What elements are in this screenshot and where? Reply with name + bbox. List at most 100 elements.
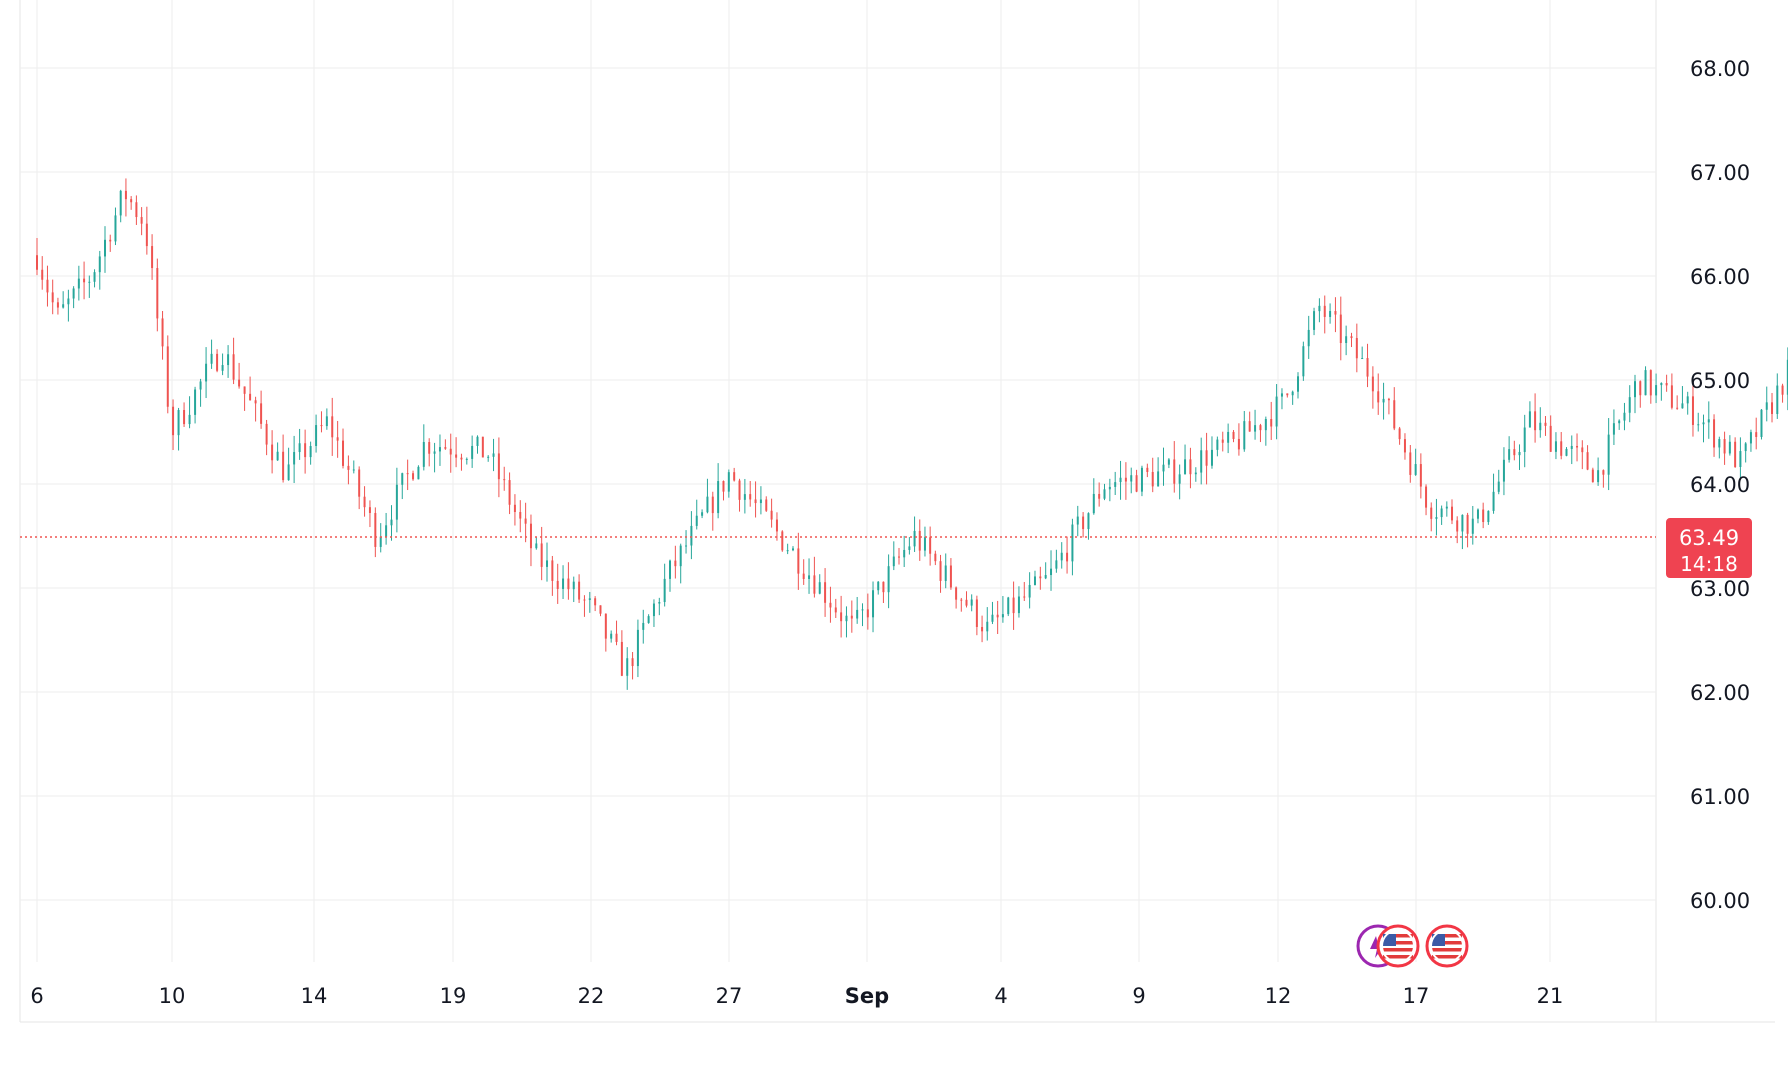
candle-body — [221, 365, 224, 371]
price-axis[interactable]: 68.00 67.00 66.00 65.00 64.00 63.00 62.00 61.00… — [1690, 57, 1750, 913]
candle-body — [83, 278, 86, 283]
candle-body — [1050, 568, 1053, 576]
candle-body — [1387, 398, 1390, 401]
candle-body — [406, 473, 409, 475]
candle-body — [1151, 471, 1154, 487]
candle-body — [727, 472, 730, 492]
candle-body — [546, 560, 549, 567]
candle-body — [1513, 449, 1516, 456]
candle-body — [1451, 506, 1454, 521]
candle-body — [347, 465, 350, 470]
candle-body — [1028, 584, 1031, 598]
candle-body — [1425, 486, 1428, 508]
candle-body — [1334, 311, 1337, 315]
candle-body — [363, 496, 366, 508]
candle-body — [599, 605, 602, 614]
candle-body — [567, 578, 570, 590]
candle-body — [1409, 452, 1412, 475]
candle-body — [706, 496, 709, 513]
candle-body — [551, 560, 554, 581]
candle-body — [1691, 396, 1694, 425]
candle-body — [949, 565, 952, 588]
candle-body — [1205, 450, 1208, 466]
candle-body — [986, 621, 989, 632]
candle-body — [944, 565, 947, 581]
candle-body — [818, 582, 821, 594]
candle-body — [1302, 346, 1305, 377]
candle-body — [145, 223, 148, 247]
candle-body — [754, 499, 757, 504]
flag-stripe — [1432, 944, 1462, 948]
candle-body — [503, 479, 506, 481]
candle-body — [636, 629, 639, 667]
candle-body — [1471, 518, 1474, 534]
candle-body — [1639, 381, 1642, 396]
candle-body — [572, 581, 575, 590]
candle-body — [583, 599, 586, 601]
candle-body — [1544, 422, 1547, 426]
candle-body — [412, 473, 415, 480]
candle-body — [1403, 439, 1406, 453]
candle-body — [1570, 445, 1573, 449]
candle-body — [1060, 552, 1063, 561]
flag-stripe — [1383, 934, 1413, 938]
us-flag-event-icon[interactable] — [1376, 924, 1420, 968]
candle-body — [711, 496, 714, 514]
candle-body — [1456, 520, 1459, 532]
candle-body — [1007, 597, 1010, 615]
us-flag-event-icon[interactable] — [1425, 924, 1469, 968]
flag-stripe — [1383, 937, 1413, 941]
time-tick-label: 22 — [578, 984, 605, 1008]
price-tick-label: 63.00 — [1690, 577, 1750, 601]
candle-body — [140, 217, 143, 224]
flag-canton — [1383, 934, 1396, 946]
candle-body — [1565, 448, 1568, 456]
candle-body — [1723, 439, 1726, 454]
candle-body — [271, 444, 274, 461]
candle-body — [1140, 467, 1143, 492]
candle-body — [738, 480, 741, 500]
candle-body — [471, 445, 474, 459]
candle-body — [1130, 475, 1133, 482]
flag-stripe — [1432, 941, 1462, 945]
candle-body — [1502, 459, 1505, 482]
candle-body — [840, 612, 843, 622]
candle-body — [379, 536, 382, 547]
candle-body — [802, 573, 805, 579]
candle-body — [194, 389, 197, 415]
time-axis[interactable]: 6 10 14 19 22 27 Sep 4 9 12 17 21 — [30, 984, 1563, 1008]
candle-body — [1676, 407, 1679, 409]
candle-body — [1644, 370, 1647, 396]
candle-body — [578, 581, 581, 600]
candle-body — [325, 416, 328, 427]
flag-rim — [1430, 929, 1464, 963]
flag-stripe — [1383, 951, 1413, 955]
candle-body — [1124, 477, 1127, 482]
candle-body — [1697, 424, 1700, 426]
candle-body — [72, 288, 75, 299]
candle-body — [1323, 305, 1326, 317]
flag-stripe — [1383, 955, 1413, 959]
candle-body — [1739, 451, 1742, 468]
candle-body — [1461, 514, 1464, 532]
candle-body — [923, 537, 926, 551]
candle-body — [1221, 439, 1224, 443]
candle-body — [438, 447, 441, 452]
candle-body — [679, 545, 682, 567]
candle-body — [352, 469, 355, 471]
candle-body — [1612, 423, 1615, 435]
candle-body — [743, 494, 746, 500]
candle-body — [1660, 383, 1663, 386]
event-markers[interactable] — [1356, 924, 1469, 968]
candle-body — [1108, 486, 1111, 490]
candle-body — [88, 281, 91, 283]
candle-body — [1210, 449, 1213, 466]
candle-body — [556, 580, 559, 589]
candle-body — [908, 546, 911, 550]
candle-body — [1339, 314, 1342, 344]
candle-body — [232, 354, 235, 380]
candle-body — [183, 410, 186, 425]
candle-body — [1189, 459, 1192, 475]
